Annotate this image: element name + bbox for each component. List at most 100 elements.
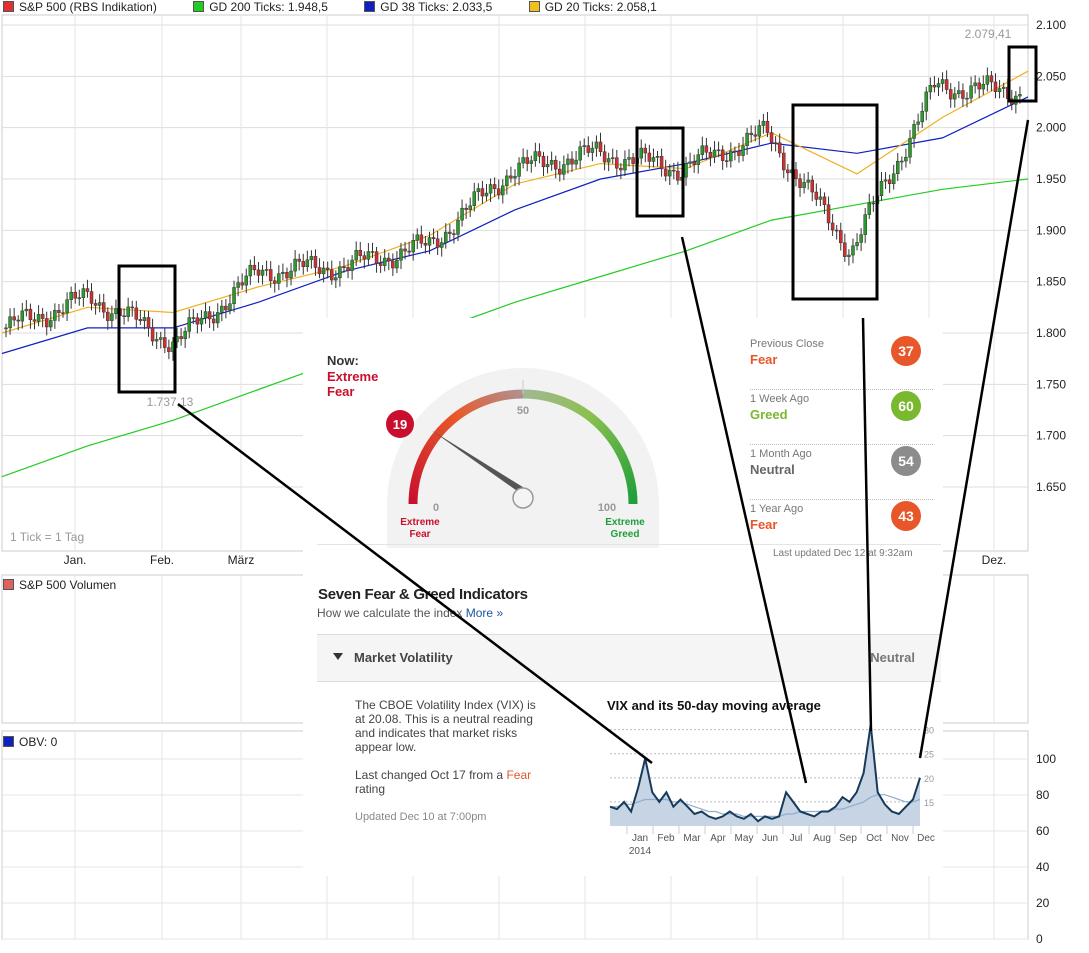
candle-body <box>460 207 464 221</box>
gauge-mid-label: 50 <box>517 405 529 417</box>
vix-chart: 15 20 25 30 Jan Feb Mar Apr May Jun Jul Aug Sep Oct N… <box>609 724 935 857</box>
candle-body <box>562 164 566 175</box>
candle-body <box>171 341 175 352</box>
candle-body <box>456 219 460 235</box>
candle-body <box>480 188 485 197</box>
candle-body <box>843 242 847 257</box>
candle-body <box>399 248 403 261</box>
candle-body <box>773 142 778 144</box>
candle-body <box>525 157 529 164</box>
candle-body <box>407 250 411 253</box>
now-value-line1: Extreme <box>327 369 379 384</box>
vix-y-tick: 20 <box>924 774 934 784</box>
history-value: Neutral <box>750 462 795 477</box>
legend-label-gd200: GD 200 Ticks: 1.948,5 <box>209 0 328 14</box>
candle-body <box>802 182 806 188</box>
vix-x-tick: Nov <box>891 833 909 844</box>
candle-body <box>293 258 297 272</box>
candle-body <box>704 145 709 153</box>
more-link[interactable]: More » <box>465 606 504 620</box>
description-text: The CBOE Volatility Index (VIX) is at 20… <box>355 698 536 754</box>
candle-body <box>940 79 945 84</box>
vix-x-tick: Apr <box>710 833 726 844</box>
candle-body <box>472 191 477 206</box>
candle-body <box>558 168 562 175</box>
fear-greed-panel: Now: Extreme Fear 50 0 100 Extreme Fear … <box>303 318 943 876</box>
candle-body <box>737 150 741 156</box>
candle-body <box>818 196 823 200</box>
vix-x-tick: Oct <box>866 833 882 844</box>
candle-body <box>20 310 25 322</box>
now-value-line2: Fear <box>327 384 355 399</box>
candle-body <box>452 233 456 235</box>
candle-body <box>659 155 664 170</box>
candle-body <box>163 337 167 348</box>
candle-body <box>822 196 827 205</box>
history-label: 1 Week Ago <box>750 393 810 405</box>
candle-body <box>374 251 379 264</box>
candle-body <box>643 147 648 154</box>
candle-body <box>334 277 338 281</box>
candle-body <box>847 254 851 257</box>
score-value: 19 <box>393 417 407 432</box>
legend-item-gd200: GD 200 Ticks: 1.948,5 <box>190 0 328 14</box>
candle-body <box>733 150 737 153</box>
candle-body <box>354 250 358 261</box>
tick-note: 1 Tick = 1 Tag <box>10 530 84 544</box>
legend-swatch-sp500 <box>3 1 14 12</box>
candle-body <box>248 264 253 277</box>
candle-body <box>215 312 220 324</box>
candle-body <box>623 159 627 171</box>
candle-body <box>851 245 855 256</box>
history-1-year-ago: 1 Year Ago Fear 43 <box>750 499 933 554</box>
candle-body <box>154 339 159 342</box>
candle-body <box>366 251 371 260</box>
candle-body <box>944 79 949 90</box>
legend-swatch-gd20 <box>528 1 540 12</box>
candle-body <box>855 242 859 247</box>
candle-body <box>93 303 98 306</box>
collapse-triangle-icon[interactable] <box>333 653 343 660</box>
candle-body <box>790 169 794 174</box>
candle-body <box>619 167 623 171</box>
price-x-tick: Dez. <box>982 553 1007 567</box>
vix-x-tick: Jul <box>790 833 803 844</box>
candle-body <box>277 273 281 284</box>
price-y-tick: 2.100 <box>1036 18 1066 32</box>
candle-body <box>521 157 525 164</box>
obv-y-tick: 20 <box>1036 896 1050 910</box>
history-score: 60 <box>891 391 921 421</box>
candle-body <box>44 318 49 328</box>
vix-y-tick: 25 <box>924 750 934 760</box>
price-y-tick: 1.700 <box>1036 429 1066 443</box>
indicator-header[interactable]: Market Volatility Neutral <box>317 634 941 682</box>
candle-body <box>317 267 322 275</box>
candle-body <box>973 82 977 87</box>
candle-body <box>586 145 591 153</box>
candle-body <box>40 314 45 319</box>
candle-body <box>101 302 106 313</box>
candle-body <box>672 169 676 172</box>
legend-label-gd20: GD 20 Ticks: 2.058,1 <box>544 0 657 14</box>
candle-body <box>126 306 130 317</box>
candle-body <box>720 149 725 161</box>
candle-body <box>423 243 428 246</box>
changed-word: Fear <box>506 768 532 782</box>
candle-body <box>688 161 692 164</box>
now-heading: Now: <box>327 353 359 368</box>
candle-body <box>36 314 41 322</box>
candle-body <box>663 168 668 177</box>
changed-suffix: rating <box>355 782 386 796</box>
candle-body <box>61 312 65 314</box>
gauge-right-label-2: Greed <box>611 529 640 540</box>
candle-body <box>810 179 815 193</box>
obv-y-tick: 60 <box>1036 824 1050 838</box>
candle-body <box>281 272 285 274</box>
candle-body <box>49 320 53 328</box>
candle-body <box>566 158 570 165</box>
candle-body <box>134 307 139 320</box>
legend-item-gd20: GD 20 Ticks: 2.058,1 <box>526 0 657 14</box>
candle-body <box>891 173 896 185</box>
candle-body <box>207 311 212 320</box>
candle-body <box>448 231 452 234</box>
